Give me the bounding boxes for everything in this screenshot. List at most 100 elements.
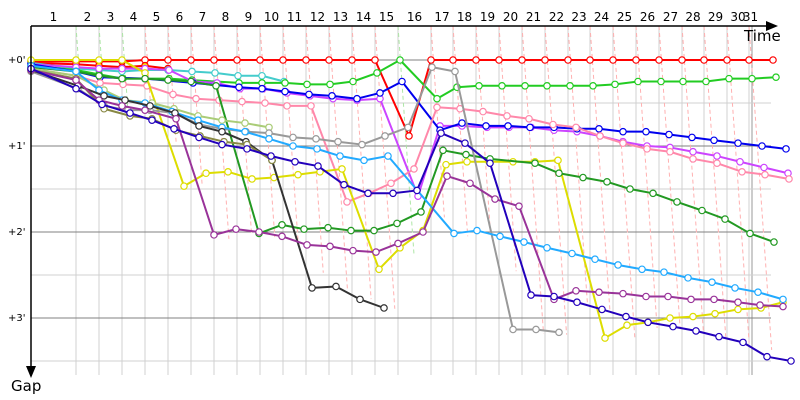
- data-point: [655, 56, 663, 64]
- data-point: [772, 73, 780, 82]
- lap-label: 26: [640, 10, 655, 24]
- y-tick-label: +3': [8, 313, 26, 324]
- data-point: [496, 232, 504, 241]
- y-axis-title: Gap: [11, 377, 41, 395]
- data-point: [684, 274, 692, 282]
- data-point: [241, 127, 249, 136]
- lap-label: 20: [503, 10, 518, 24]
- series-line-red-2: [30, 61, 169, 70]
- lap-line: [190, 25, 203, 187]
- data-point: [579, 173, 587, 182]
- data-point: [619, 139, 627, 147]
- data-point: [760, 163, 768, 172]
- series-navy: [27, 64, 795, 365]
- data-point: [482, 122, 490, 130]
- data-point: [603, 178, 611, 186]
- series-sky-blue: [27, 61, 787, 304]
- data-point: [723, 56, 731, 64]
- data-point: [289, 133, 297, 142]
- data-point: [449, 56, 457, 64]
- data-point: [643, 145, 651, 153]
- data-point: [202, 169, 210, 178]
- data-point: [527, 291, 535, 299]
- data-point: [187, 56, 195, 64]
- data-point: [294, 170, 302, 179]
- data-point: [472, 56, 480, 64]
- data-point: [332, 282, 340, 291]
- data-point: [595, 288, 603, 297]
- data-point: [738, 168, 746, 176]
- data-point: [180, 182, 188, 190]
- data-point: [396, 56, 404, 64]
- series-yellow: [27, 56, 787, 342]
- data-point: [609, 56, 617, 64]
- data-point: [308, 284, 316, 292]
- data-point: [358, 140, 366, 149]
- data-point: [126, 109, 134, 117]
- lap-label: 3: [107, 10, 115, 24]
- data-point: [495, 56, 503, 64]
- data-point: [340, 180, 348, 189]
- data-point: [734, 298, 742, 307]
- data-point: [736, 157, 744, 166]
- data-point: [427, 56, 435, 64]
- lap-line: [726, 25, 750, 343]
- data-point: [417, 208, 425, 216]
- lap-line: [589, 25, 611, 310]
- data-point: [433, 103, 441, 112]
- data-point: [289, 142, 297, 150]
- data-point: [763, 352, 771, 361]
- data-point: [687, 295, 695, 304]
- data-point: [258, 84, 266, 93]
- data-point: [281, 79, 289, 87]
- lap-label: 5: [153, 10, 161, 24]
- data-point: [100, 92, 108, 100]
- data-point: [234, 71, 242, 80]
- data-point: [521, 82, 529, 90]
- data-point: [349, 246, 357, 255]
- data-point: [473, 226, 481, 235]
- data-point: [248, 175, 256, 183]
- data-point: [172, 114, 180, 123]
- data-point: [657, 77, 665, 86]
- data-point: [141, 74, 149, 83]
- lap-line: [374, 25, 396, 309]
- data-point: [314, 162, 322, 170]
- axes: Time Gap: [11, 21, 781, 395]
- data-point: [300, 225, 308, 233]
- data-point: [439, 146, 447, 155]
- data-point: [644, 318, 652, 327]
- data-point: [349, 77, 357, 86]
- data-point: [235, 83, 243, 92]
- y-tick-label: +0': [8, 55, 26, 66]
- data-point: [745, 56, 753, 64]
- data-point: [596, 132, 604, 140]
- lap-label: 25: [617, 10, 632, 24]
- data-point: [233, 56, 241, 64]
- data-point: [118, 56, 126, 64]
- data-point: [698, 206, 706, 215]
- data-point: [372, 248, 380, 256]
- data-point: [146, 102, 154, 110]
- data-point: [458, 119, 466, 127]
- data-point: [164, 76, 172, 84]
- data-point: [649, 189, 657, 198]
- data-point: [238, 97, 246, 106]
- data-point: [555, 169, 563, 178]
- lap-label: 27: [663, 10, 678, 24]
- data-point: [748, 74, 756, 83]
- data-point: [326, 80, 334, 89]
- data-point: [498, 82, 506, 90]
- lap-label: 19: [480, 10, 495, 24]
- data-point: [210, 56, 218, 64]
- data-point: [218, 140, 226, 149]
- data-point: [710, 136, 718, 145]
- data-point: [187, 77, 195, 86]
- data-point: [591, 255, 599, 264]
- data-point: [428, 63, 436, 71]
- data-point: [437, 129, 445, 137]
- data-point: [283, 102, 291, 110]
- data-point: [689, 147, 697, 156]
- data-point: [443, 172, 451, 180]
- data-point: [326, 242, 334, 251]
